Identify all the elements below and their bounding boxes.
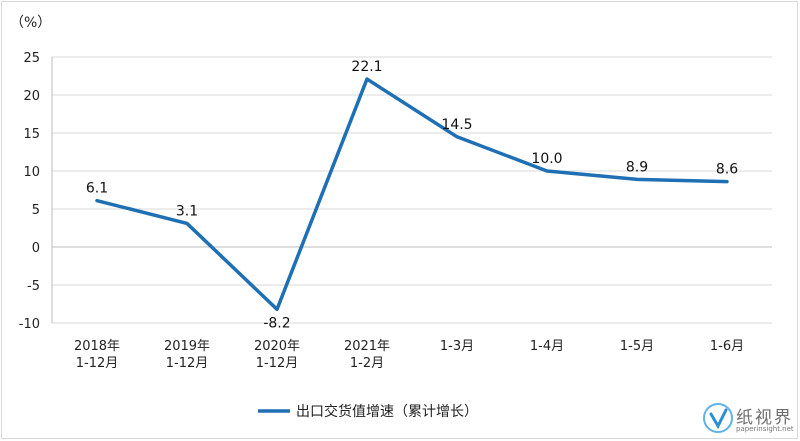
watermark-logo: 纸视界 paperinsight.net — [702, 401, 794, 437]
data-point — [455, 135, 459, 139]
data-label: 3.1 — [176, 203, 198, 219]
x-tick-label: 2021年 — [344, 339, 390, 354]
x-tick-label: 1-12月 — [256, 356, 299, 371]
x-tick-label: 1-2月 — [350, 356, 384, 371]
x-tick-label: 1-4月 — [530, 339, 564, 354]
legend: 出口交货值增速（累计增长） — [258, 403, 478, 420]
series-line — [95, 77, 729, 312]
data-point — [275, 307, 279, 311]
watermark-subtext: paperinsight.net — [736, 425, 794, 433]
y-tick-label: -5 — [27, 279, 40, 294]
data-label: 6.1 — [86, 181, 108, 197]
y-tick-label: 0 — [32, 241, 40, 256]
data-label: 22.1 — [351, 59, 382, 75]
data-point — [635, 177, 639, 181]
y-tick-label: -10 — [19, 317, 40, 332]
x-tick-label: 1-5月 — [620, 339, 654, 354]
watermark-text: 纸视界 — [736, 408, 793, 428]
y-tick-label: 20 — [23, 89, 40, 104]
data-point — [185, 221, 189, 225]
watermark-icon — [703, 403, 733, 433]
data-point — [365, 77, 369, 81]
x-axis-ticks: 2018年 1-12月 2019年 1-12月 2020年 1-12月 2021年 1-2月 1… — [74, 339, 744, 371]
x-tick-label: 1-12月 — [76, 356, 119, 371]
data-point — [725, 180, 729, 184]
y-tick-label: 25 — [23, 51, 40, 66]
data-label: 10.0 — [531, 151, 562, 167]
gridlines — [51, 56, 772, 324]
y-axis-unit-label: （%） — [10, 15, 51, 31]
y-tick-label: 15 — [23, 127, 40, 142]
data-points — [95, 77, 729, 311]
data-label: 8.6 — [716, 162, 738, 178]
data-label: 8.9 — [626, 159, 648, 175]
y-tick-label: 5 — [32, 203, 40, 218]
x-tick-label: 1-6月 — [710, 339, 744, 354]
x-tick-label: 1-12月 — [166, 356, 209, 371]
data-label: -8.2 — [263, 315, 290, 331]
x-tick-label: 1-3月 — [440, 339, 474, 354]
data-label: 14.5 — [441, 117, 472, 133]
data-point — [95, 199, 99, 203]
legend-label: 出口交货值增速（累计增长） — [296, 403, 478, 420]
y-axis-ticks: -10 -5 0 5 10 15 20 25 — [19, 51, 40, 332]
data-labels: 6.1 3.1 -8.2 22.1 14.5 10.0 8.9 8.6 — [86, 59, 738, 331]
x-tick-label: 2020年 — [254, 339, 300, 354]
x-tick-label: 2019年 — [164, 339, 210, 354]
y-tick-label: 10 — [23, 165, 40, 180]
data-point — [545, 169, 549, 173]
x-tick-label: 2018年 — [74, 339, 120, 354]
